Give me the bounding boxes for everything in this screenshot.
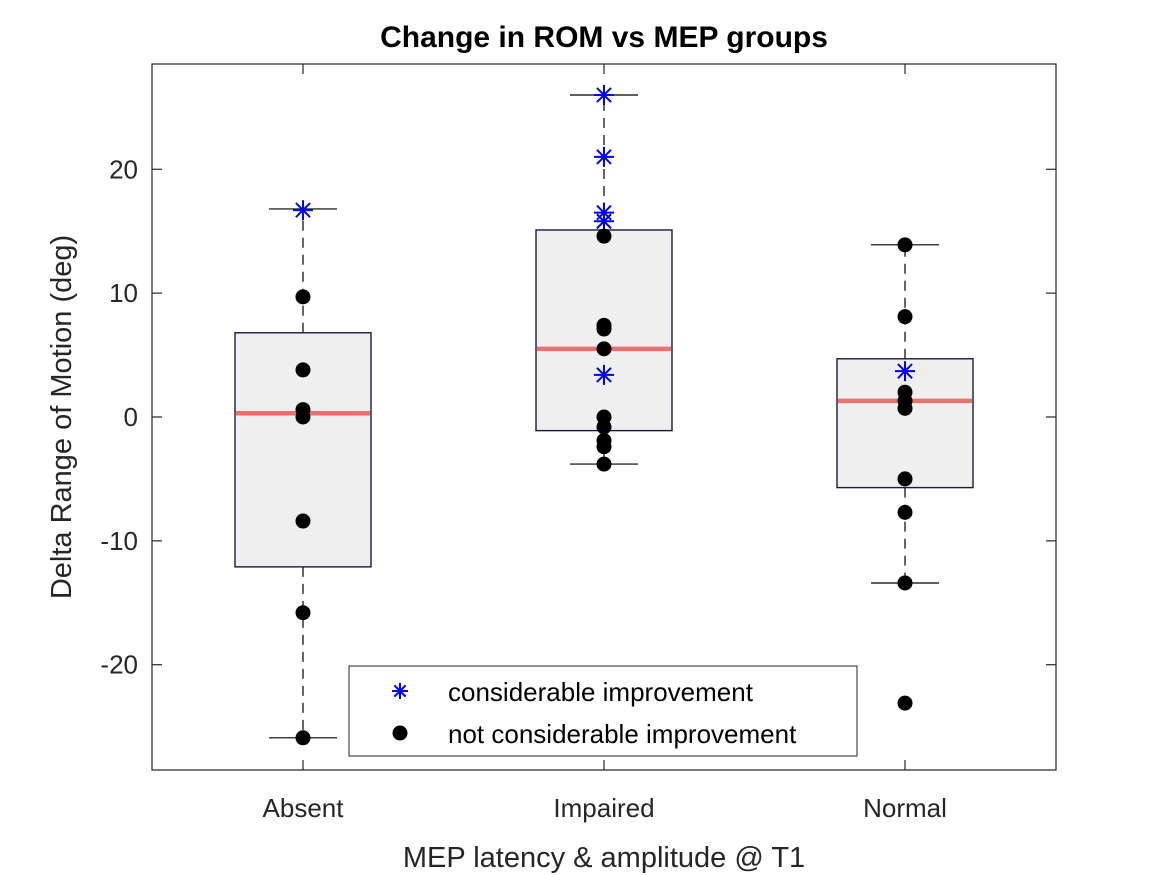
data-point-not-considerable — [295, 289, 311, 305]
data-point-not-considerable — [295, 409, 311, 425]
data-point-considerable — [594, 211, 614, 232]
data-point-not-considerable — [295, 362, 311, 378]
chart-title: Change in ROM vs MEP groups — [380, 21, 828, 54]
legend-box — [348, 665, 858, 757]
data-point-considerable — [594, 84, 614, 105]
legend-dot-icon — [392, 725, 408, 741]
x-tick-label: Impaired — [553, 793, 654, 823]
y-tick-label: 0 — [124, 402, 138, 432]
legend-marker-not-considerable — [392, 725, 408, 741]
legend-label-not-considerable: not considerable improvement — [448, 719, 797, 749]
y-tick-label: -10 — [100, 526, 138, 556]
x-axis-label: MEP latency & amplitude @ T1 — [403, 842, 805, 874]
legend-asterisk-icon — [392, 683, 408, 699]
data-point-not-considerable — [897, 400, 913, 416]
data-point-considerable — [594, 146, 614, 167]
data-point-not-considerable — [295, 513, 311, 529]
data-point-considerable — [293, 200, 313, 221]
data-point-not-considerable — [596, 456, 612, 472]
data-point-considerable — [895, 361, 915, 382]
legend-label-considerable: considerable improvement — [448, 677, 754, 707]
data-point-not-considerable — [897, 575, 913, 591]
axes: -20 -10 0 10 20 Absent Impaired Normal — [100, 64, 1056, 823]
data-point-not-considerable — [596, 228, 612, 244]
y-axis-label: Delta Range of Motion (deg) — [46, 235, 78, 599]
x-tick-label: Absent — [263, 793, 345, 823]
data-point-not-considerable — [897, 471, 913, 487]
data-point-not-considerable — [295, 605, 311, 621]
data-point-considerable — [594, 364, 614, 385]
data-point-not-considerable — [897, 504, 913, 520]
data-point-not-considerable — [897, 309, 913, 325]
y-tick-label: -20 — [100, 650, 138, 680]
data-point-not-considerable — [596, 439, 612, 455]
data-point-not-considerable — [596, 321, 612, 337]
legend-marker-considerable — [392, 683, 408, 699]
x-tick-label: Normal — [863, 793, 947, 823]
data-point-not-considerable — [897, 695, 913, 711]
data-point-not-considerable — [596, 419, 612, 435]
legend: considerable improvement not considerabl… — [348, 665, 858, 757]
data-point-not-considerable — [897, 237, 913, 253]
data-point-not-considerable — [596, 341, 612, 357]
data-point-not-considerable — [295, 730, 311, 746]
y-tick-label: 20 — [109, 154, 138, 184]
y-tick-label: 10 — [109, 278, 138, 308]
plot-area — [234, 84, 974, 746]
